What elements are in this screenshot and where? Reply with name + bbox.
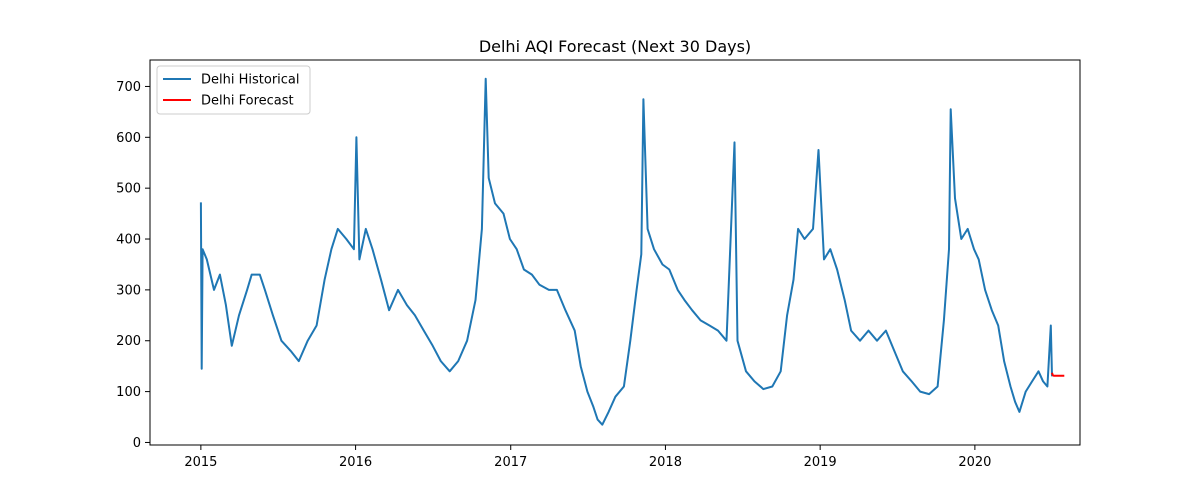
x-tick-label: 2018 bbox=[649, 455, 682, 470]
x-axis: 2015 2016 2017 2018 2019 2020 bbox=[184, 445, 991, 470]
chart-title: Delhi AQI Forecast (Next 30 Days) bbox=[479, 37, 751, 56]
y-tick-label: 200 bbox=[116, 334, 141, 349]
x-tick-label: 2016 bbox=[339, 455, 372, 470]
legend-label-0: Delhi Historical bbox=[201, 73, 300, 88]
y-tick-label: 600 bbox=[116, 131, 141, 146]
series-line-0 bbox=[199, 77, 1053, 426]
plot-area bbox=[199, 77, 1065, 426]
x-tick-label: 2015 bbox=[184, 455, 217, 470]
x-tick-label: 2017 bbox=[494, 455, 527, 470]
x-tick-label: 2020 bbox=[958, 455, 991, 470]
y-tick-label: 400 bbox=[116, 233, 141, 248]
legend: Delhi Historical Delhi Forecast bbox=[156, 65, 311, 115]
series-line-1 bbox=[1051, 372, 1065, 377]
x-tick-label: 2019 bbox=[804, 455, 837, 470]
y-tick-label: 300 bbox=[116, 283, 141, 298]
y-tick-label: 700 bbox=[116, 80, 141, 95]
y-tick-label: 100 bbox=[116, 385, 141, 400]
legend-label-1: Delhi Forecast bbox=[201, 94, 294, 109]
y-tick-label: 500 bbox=[116, 182, 141, 197]
y-tick-label: 0 bbox=[133, 436, 141, 451]
plot-frame bbox=[149, 59, 1081, 446]
y-axis: 0 100 200 300 400 500 600 700 bbox=[116, 80, 150, 451]
legend-box bbox=[156, 65, 311, 115]
